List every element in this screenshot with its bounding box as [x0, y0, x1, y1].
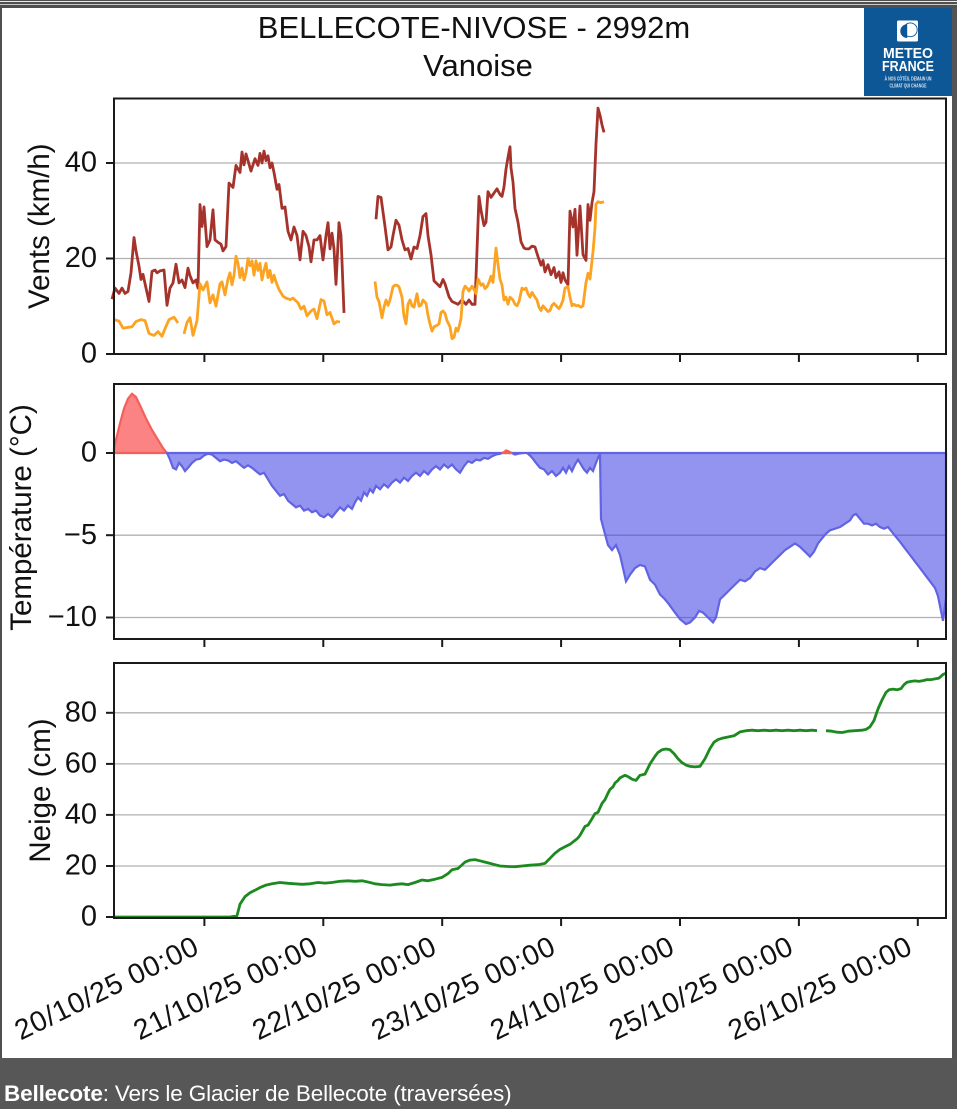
svg-text:Neige (cm): Neige (cm): [24, 718, 57, 862]
svg-text:BELLECOTE-NIVOSE - 2992m: BELLECOTE-NIVOSE - 2992m: [258, 10, 690, 45]
svg-text:0: 0: [81, 901, 97, 933]
svg-text:−10: −10: [48, 601, 97, 633]
svg-text:Vanoise: Vanoise: [423, 48, 533, 83]
svg-text:40: 40: [65, 798, 97, 830]
svg-text:20: 20: [65, 850, 97, 882]
svg-text:−5: −5: [64, 519, 97, 551]
svg-text:FRANCE: FRANCE: [882, 58, 934, 75]
svg-text:CLIMAT QUI CHANGE: CLIMAT QUI CHANGE: [890, 83, 927, 89]
svg-text:40: 40: [65, 147, 97, 179]
svg-text:Température (°C): Température (°C): [5, 404, 38, 631]
svg-text:0: 0: [81, 437, 97, 469]
svg-text:80: 80: [65, 696, 97, 728]
svg-text:Vents (km/h): Vents (km/h): [23, 143, 56, 309]
svg-text:METEO: METEO: [883, 45, 933, 62]
svg-text:20: 20: [65, 242, 97, 274]
svg-text:À NOS CÔTÉS, DEMAIN UN: À NOS CÔTÉS, DEMAIN UN: [885, 75, 932, 83]
svg-text:0: 0: [81, 338, 97, 370]
svg-text:60: 60: [65, 747, 97, 779]
